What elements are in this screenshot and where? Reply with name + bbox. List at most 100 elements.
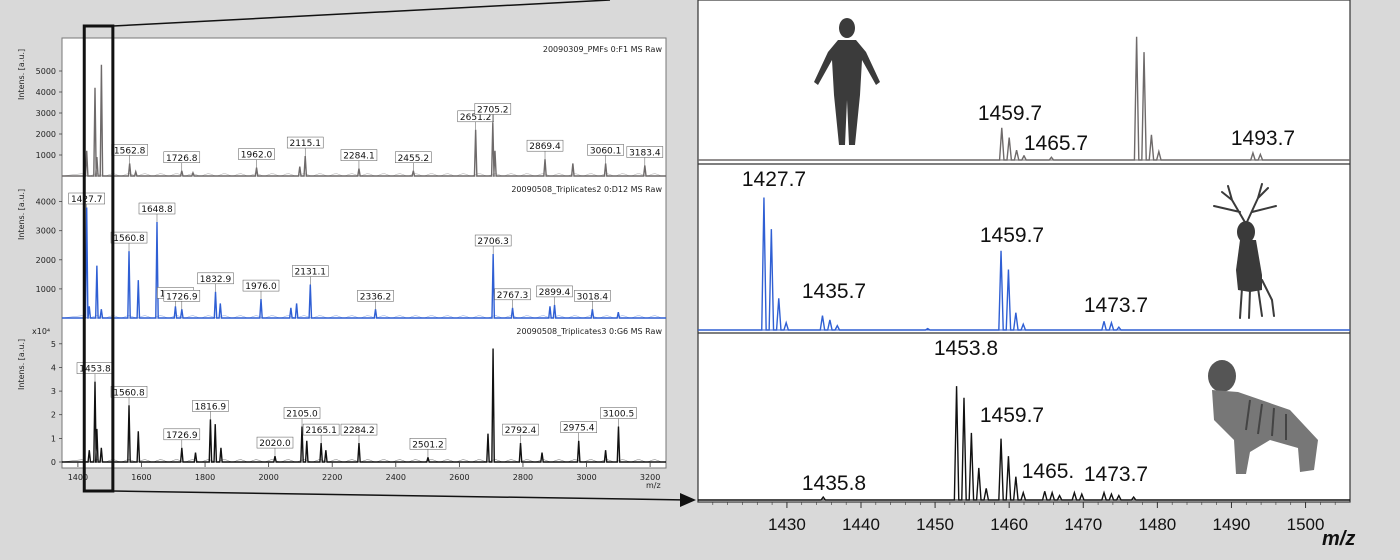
peak-label-p1: 1962.0 [241, 151, 273, 161]
zoom-window-box [82, 24, 115, 493]
zoom-peak-label-z1: 1465.7 [1024, 132, 1088, 155]
ytick-label-p1: 4000 [36, 88, 56, 97]
xtick-label: 1400 [68, 473, 88, 482]
peak-label-p1: 2455.2 [398, 154, 430, 164]
overview-chart: Intens. [a.u.] Intens. [a.u.] Intens. [a… [17, 0, 696, 507]
human-figure-image [798, 5, 896, 153]
ytick-label-p3: 2 [51, 411, 56, 420]
peak-label-p2: 2336.2 [360, 292, 392, 302]
noise-p2 [61, 315, 665, 319]
peak-label-p1: 2869.4 [529, 142, 561, 152]
zoom-label-bg-z2 [797, 279, 871, 303]
noise-p1 [61, 173, 665, 177]
peak-label-p2: 1560.8 [113, 234, 145, 244]
ytick-label-p1: 3000 [36, 109, 56, 118]
ylabel-p3: Intens. [a.u.] [17, 339, 26, 390]
panel-title-p3: 20090508_Triplicates3 0:G6 MS Raw [516, 327, 662, 336]
zoom-label-bg-z3 [929, 336, 1003, 360]
zoom-xtick-label: 1450 [916, 515, 954, 534]
zoom-arrowhead [680, 493, 696, 507]
ylabel-p1: Intens. [a.u.] [17, 49, 26, 100]
peak-label-p3: 2975.4 [563, 424, 595, 434]
peak-label-p2: 1427.7 [71, 195, 103, 205]
xtick-label: 2800 [513, 473, 533, 482]
zoom-label-bg-z1 [973, 101, 1047, 125]
ytick-label-p1: 5000 [36, 67, 56, 76]
peak-label-p3: 1816.9 [195, 402, 227, 412]
ylabel-p2: Intens. [a.u.] [17, 189, 26, 240]
peak-label-p3: 2165.1 [305, 426, 337, 436]
ytick-label-p2: 3000 [36, 227, 56, 236]
peak-label-p1: 3183.4 [629, 149, 661, 159]
panel-title-p2: 20090508_Triplicates2 0:D12 MS Raw [511, 185, 662, 194]
zoom-xtick-label: 1490 [1213, 515, 1251, 534]
zoom-xtick-label: 1470 [1064, 515, 1102, 534]
peak-label-p3: 1560.8 [113, 388, 145, 398]
zoom-peak-label-z2: 1459.7 [980, 224, 1044, 247]
peak-label-p1: 2284.1 [343, 152, 375, 162]
xtick-label: 3200 [640, 473, 660, 482]
ytick-label-p1: 2000 [36, 130, 56, 139]
peak-label-p2: 2899.4 [539, 288, 571, 298]
zoom-connector-top [112, 0, 611, 27]
peak-label-p3: 3100.5 [603, 410, 635, 420]
peak-label-p1: 1726.8 [166, 154, 198, 164]
xtick-label: 2400 [386, 473, 406, 482]
zoom-label-bg-z2 [1079, 293, 1153, 317]
peak-label-p2: 1726.9 [166, 292, 198, 302]
xtick-label: 1800 [195, 473, 215, 482]
zoom-peak-label-z3: 1435.8 [802, 472, 866, 495]
noise-p3 [61, 459, 665, 463]
ytick-label-p2: 1000 [36, 285, 56, 294]
zoom-connector-bottom [112, 490, 689, 501]
zoom-peak-label-z3: 1465. [1022, 460, 1075, 483]
xtick-label: 2200 [322, 473, 342, 482]
zoom-spectrum-z2 [698, 197, 1350, 331]
zoom-spectrum-z1 [698, 36, 1350, 161]
peak-label-p2: 2131.1 [295, 268, 327, 278]
xtick-label: 3000 [576, 473, 596, 482]
zoom-peak-label-z2: 1473.7 [1084, 294, 1148, 317]
ytick-label-p3: 1 [51, 434, 56, 443]
zoom-xlabel: m/z [1322, 528, 1355, 550]
zoom-label-bg-z3 [975, 403, 1049, 427]
spectrum-p2 [62, 207, 666, 319]
zoom-label-bg-z2 [737, 167, 811, 191]
peak-label-p3: 2792.4 [505, 426, 537, 436]
ytick-label-p3: 5 [51, 340, 56, 349]
xtick-label: 1600 [131, 473, 151, 482]
zoom-xtick-label: 1430 [768, 515, 806, 534]
peak-label-p1: 3060.1 [590, 146, 622, 156]
peak-label-p3: 1453.8 [79, 365, 111, 375]
ytick-label-p2: 2000 [36, 256, 56, 265]
zoom-label-bg-z3 [1079, 462, 1153, 486]
peak-label-p1: 1562.8 [114, 146, 146, 156]
zoom-xtick-label: 1460 [990, 515, 1028, 534]
ytick-label-p3: 3 [51, 387, 56, 396]
peak-label-p1: 2115.1 [289, 139, 321, 149]
zoom-peak-label-z1: 1493.7 [1231, 127, 1295, 150]
peak-label-p2: 1976.0 [245, 282, 277, 292]
zoom-xtick-label: 1440 [842, 515, 880, 534]
xtick-label: 2600 [449, 473, 469, 482]
zoom-peak-label-z2: 1435.7 [802, 280, 866, 303]
overview-xlabel: m/z [646, 481, 661, 490]
zoom-label-bg-z1 [1019, 131, 1093, 155]
zoom-peak-label-z3: 1453.8 [934, 337, 998, 360]
deer-image [1196, 178, 1292, 324]
zoom-peak-label-z2: 1427.7 [742, 168, 806, 191]
zoom-peak-label-z3: 1473.7 [1084, 463, 1148, 486]
ytick-label-p3: 0 [51, 458, 56, 467]
y-exponent-p3: x10⁴ [32, 327, 50, 336]
spectrum-p1 [62, 64, 666, 177]
zoom-label-bg-z1 [1226, 126, 1300, 150]
zoom-peak-label-z3: 1459.7 [980, 404, 1044, 427]
peak-label-p2: 2706.3 [477, 237, 509, 247]
peak-label-p2: 1832.9 [200, 275, 232, 285]
peak-label-p2: 3018.4 [577, 292, 609, 302]
zoom-label-bg-z3 [797, 471, 871, 495]
peak-label-p2: 2767.3 [497, 291, 529, 301]
peak-label-p1: 2651.2 [460, 113, 492, 123]
peak-label-p3: 2501.2 [412, 440, 444, 450]
